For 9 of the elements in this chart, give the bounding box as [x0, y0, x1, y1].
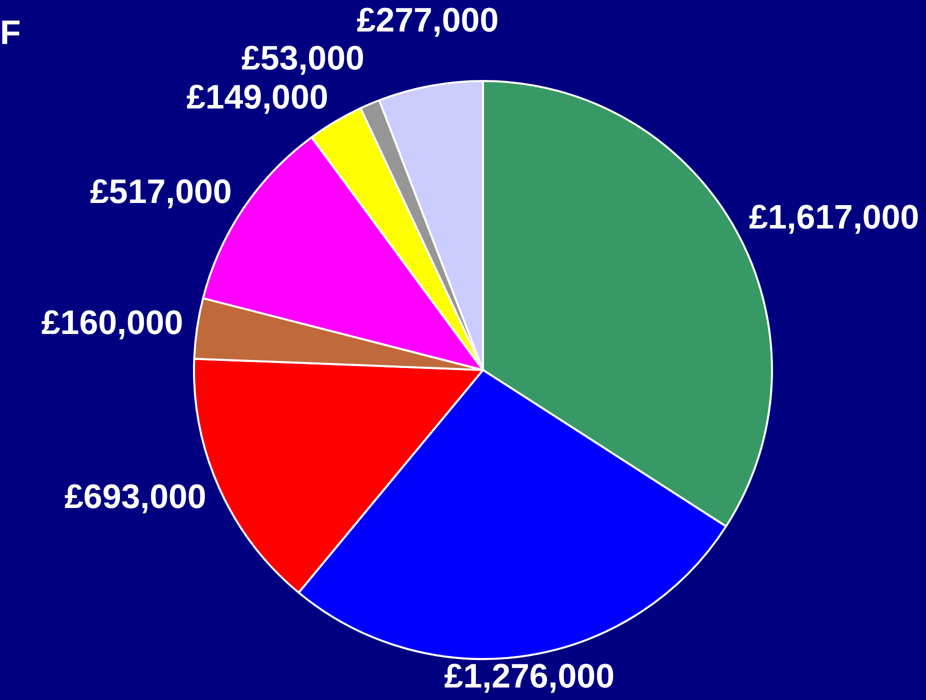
data-label: £517,000	[90, 173, 232, 212]
chart-title: F	[0, 14, 21, 53]
data-label: £277,000	[356, 1, 499, 40]
data-label: £149,000	[186, 78, 328, 117]
data-label: £1,276,000	[444, 657, 614, 696]
data-label: £53,000	[242, 40, 364, 78]
data-label: £693,000	[64, 478, 206, 516]
data-label: £160,000	[41, 304, 184, 342]
data-label: £1,617,000	[748, 198, 920, 236]
